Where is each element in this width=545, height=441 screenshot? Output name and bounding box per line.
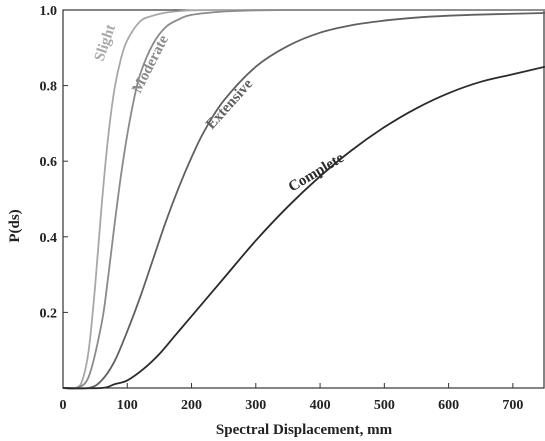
y-tick-label: 1.0 [40,4,58,19]
curve-label-extensive: Extensive [203,76,256,133]
curve-label-slight: Slight [92,23,119,64]
series-line-extensive [62,12,545,390]
x-tick-label: 100 [117,398,138,413]
x-tick-label: 700 [502,398,523,413]
y-axis-title: P(ds) [7,209,23,242]
y-tick-label: 0.6 [40,155,58,170]
series-line-slight [62,9,545,390]
x-axis-title: Spectral Displacement, mm [216,422,393,438]
series-line-moderate [62,9,545,390]
x-tick-label: 0 [60,398,67,413]
axes: 0 100 200 300 400 500 600 700 0.2 0.4 0.6 0.8 1.0 [40,4,545,413]
series-line-complete [62,65,545,390]
x-tick-label: 300 [245,398,266,413]
y-tick-label: 0.8 [40,80,58,95]
curves [62,9,545,390]
y-tick-label: 0.2 [40,306,58,321]
curve-label-moderate: Moderate [129,33,172,96]
curve-labels: Slight Moderate Extensive Complete [92,23,348,196]
x-tick-label: 600 [438,398,459,413]
curve-label-complete: Complete [286,150,347,196]
y-tick-label: 0.4 [40,231,58,246]
x-tick-label: 400 [310,398,331,413]
plot-frame [62,9,545,389]
x-tick-label: 500 [374,398,395,413]
x-tick-label: 200 [181,398,202,413]
